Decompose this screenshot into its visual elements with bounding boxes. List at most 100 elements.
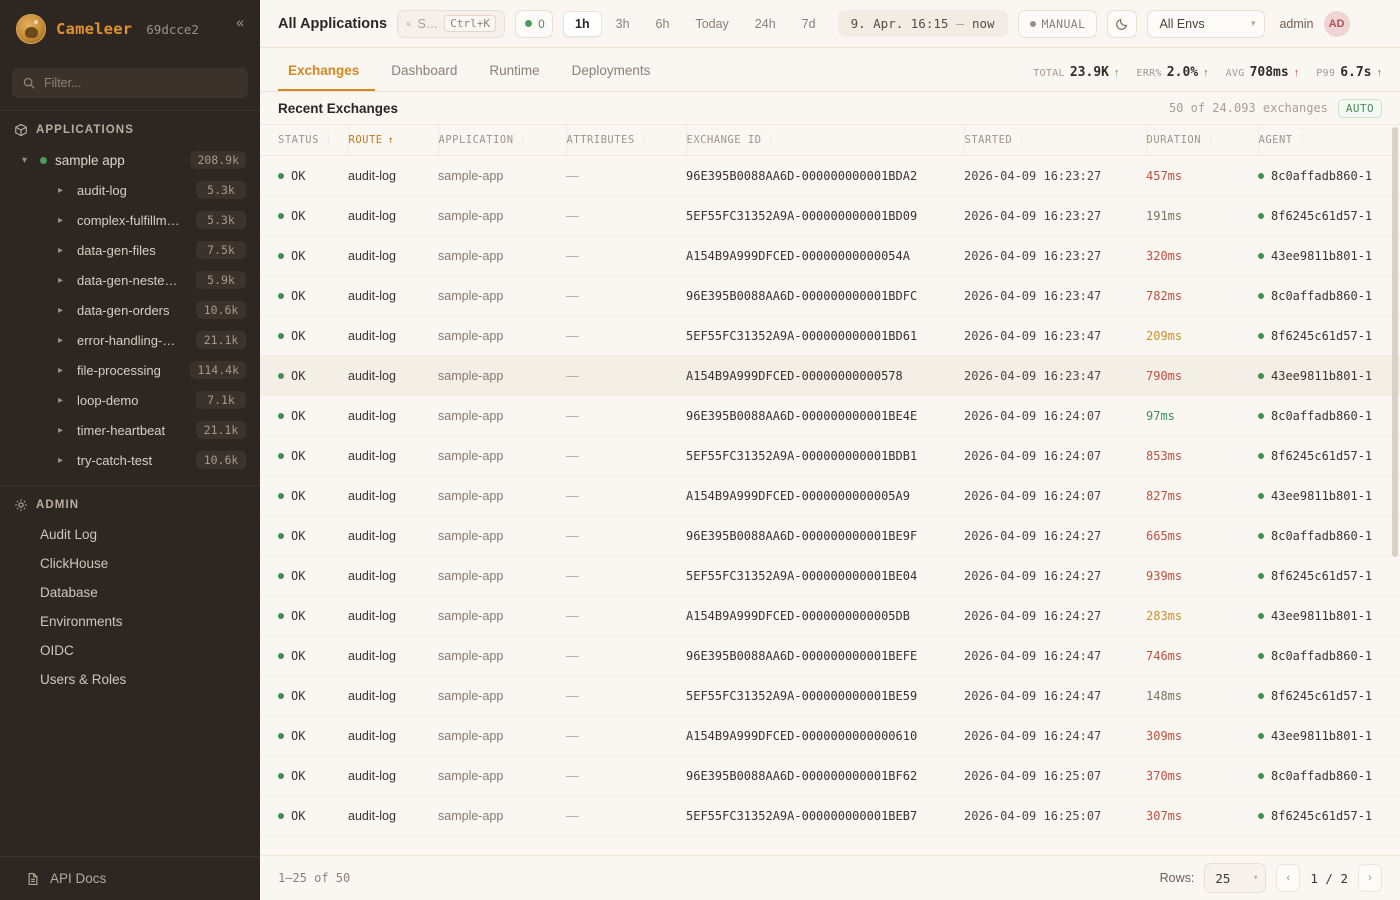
time-range-1h[interactable]: 1h <box>563 10 602 37</box>
cell-attributes: — <box>566 595 686 636</box>
sidebar-item-clickhouse[interactable]: ClickHouse <box>40 556 109 571</box>
avatar[interactable]: AD <box>1323 10 1350 37</box>
column-header-route[interactable]: ROUTE ↑ <box>348 125 439 156</box>
sidebar-app-sample-app[interactable]: ▾ sample app 208.9k <box>0 145 260 175</box>
sidebar-route-item[interactable]: ▸ data-gen-files 7.5k <box>0 235 260 265</box>
attributes-label: — <box>566 688 579 703</box>
table-row[interactable]: OK audit-log sample-app — A154B9A999DFCED-00… <box>260 355 1400 396</box>
column-header-attributes[interactable]: ATTRIBUTES ⋮ <box>566 125 687 156</box>
chevron-right-icon[interactable]: ▸ <box>58 454 64 466</box>
cell-duration: 746ms <box>1146 635 1258 676</box>
chevron-right-icon[interactable]: ▸ <box>58 334 64 346</box>
table-row[interactable]: OK audit-log sample-app — A154B9A999DFCED-00… <box>260 715 1400 756</box>
sidebar-item-users-roles[interactable]: Users & Roles <box>40 672 127 687</box>
tab-deployments[interactable]: Deployments <box>571 63 651 78</box>
chevron-right-icon[interactable]: ▸ <box>58 244 64 256</box>
sidebar-route-item[interactable]: ▸ error-handling-… 21.1k <box>0 325 260 355</box>
chevron-right-icon[interactable]: ▸ <box>58 304 64 316</box>
time-range-display[interactable]: 9. Apr. 16:15 – now <box>837 10 1008 37</box>
auto-refresh-badge[interactable]: AUTO <box>1337 98 1382 118</box>
table-row[interactable]: OK audit-log sample-app — A154B9A999DFCED-00… <box>260 235 1400 276</box>
sidebar-item-database[interactable]: Database <box>40 585 98 600</box>
column-header-application[interactable]: APPLICATION ⋮ <box>438 125 567 156</box>
table-row[interactable]: OK audit-log sample-app — 5EF55FC31352A9A-00… <box>260 195 1400 236</box>
tab-exchanges[interactable]: Exchanges <box>278 63 376 91</box>
tab-dashboard[interactable]: Dashboard <box>391 63 458 78</box>
cell-started: 2026-04-09 16:25:07 <box>964 795 1146 836</box>
table-row[interactable]: OK audit-log sample-app — A154B9A999DFCED-00… <box>260 595 1400 636</box>
sidebar-filter-input[interactable]: Filter... <box>12 68 248 98</box>
time-range-24h[interactable]: 24h <box>754 16 776 31</box>
table-scrollbar[interactable] <box>1392 125 1398 855</box>
sidebar-route-item[interactable]: ▸ loop-demo 7.1k <box>0 385 260 415</box>
sidebar-route-item[interactable]: ▸ data-gen-neste… 5.9k <box>0 265 260 295</box>
next-page-button[interactable]: › <box>1358 864 1382 892</box>
table-row[interactable]: OK audit-log sample-app — A154B9A999DFCED-00… <box>260 475 1400 516</box>
sidebar-item-audit-log[interactable]: Audit Log <box>40 527 98 542</box>
time-range-dash: – <box>956 16 964 31</box>
tab-runtime[interactable]: Runtime <box>489 63 540 78</box>
chevron-right-icon[interactable]: ▸ <box>58 214 64 226</box>
table-row[interactable]: OK audit-log sample-app — 5EF55FC31352A9A-00… <box>260 435 1400 476</box>
column-header-status[interactable]: STATUS ⋮ <box>260 125 349 156</box>
collapse-sidebar-icon[interactable]: « <box>236 14 244 30</box>
sidebar-item-oidc[interactable]: OIDC <box>40 643 74 658</box>
table-row[interactable]: OK audit-log sample-app — 96E395B0088AA6D-00… <box>260 515 1400 556</box>
sidebar-route-item[interactable]: ▸ try-catch-test 10.6k <box>0 445 260 475</box>
chevron-right-icon[interactable]: ▸ <box>58 424 64 436</box>
refresh-mode-button[interactable]: MANUAL <box>1017 9 1098 38</box>
sidebar-route-item[interactable]: ▸ timer-heartbeat 21.1k <box>0 415 260 445</box>
chevron-down-icon[interactable]: ▾ <box>22 154 28 166</box>
chevron-right-icon[interactable]: ▸ <box>58 184 64 196</box>
sidebar-item-api-docs[interactable]: API Docs <box>0 856 260 900</box>
table-row[interactable]: OK audit-log sample-app — 96E395B0088AA6D-00… <box>260 155 1400 196</box>
attributes-label: — <box>566 568 579 583</box>
sidebar-route-item[interactable]: ▸ audit-log 5.3k <box>0 175 260 205</box>
cell-started: 2026-04-09 16:25:07 <box>964 755 1146 796</box>
cell-started: 2026-04-09 16:23:27 <box>964 195 1146 236</box>
sidebar-header: Cameleer 69dcce2 « <box>0 0 260 58</box>
sidebar-route-item[interactable]: ▸ complex-fulfillm… 5.3k <box>0 205 260 235</box>
column-label: ATTRIBUTES <box>566 134 635 146</box>
table-row[interactable]: OK audit-log sample-app — 96E395B0088AA6D-00… <box>260 275 1400 316</box>
table-row[interactable]: OK audit-log sample-app — 96E395B0088AA6D-00… <box>260 395 1400 436</box>
search-shortcut-badge: Ctrl+K <box>444 15 497 32</box>
time-range-today[interactable]: Today <box>695 16 729 31</box>
rows-per-page-select[interactable]: 25 ▾ <box>1204 863 1267 893</box>
sidebar-item-environments[interactable]: Environments <box>40 614 123 629</box>
table-scrollbar-thumb[interactable] <box>1392 127 1398 557</box>
table-row[interactable]: OK audit-log sample-app — 5EF55FC31352A9A-00… <box>260 555 1400 596</box>
table-row[interactable]: OK audit-log sample-app — 96E395B0088AA6D-00… <box>260 755 1400 796</box>
connection-status-chip[interactable]: O <box>515 9 554 38</box>
column-header-exchange-id[interactable]: EXCHANGE ID ⋮ <box>686 125 965 156</box>
exchange-id-label: 5EF55FC31352A9A-000000000001BEB7 <box>686 808 918 823</box>
exchange-id-label: 96E395B0088AA6D-000000000001BEFE <box>686 648 918 663</box>
chevron-right-icon[interactable]: ▸ <box>58 364 64 376</box>
table-row[interactable]: OK audit-log sample-app — 5EF55FC31352A9A-00… <box>260 675 1400 716</box>
chevron-right-icon[interactable]: ▸ <box>58 394 64 406</box>
time-range-3h[interactable]: 3h <box>615 16 630 31</box>
route-label: audit-log <box>348 168 396 183</box>
time-range-7d[interactable]: 7d <box>801 16 816 31</box>
time-range-6h[interactable]: 6h <box>655 16 670 31</box>
table-row[interactable]: OK audit-log sample-app — 5EF55FC31352A9A-00… <box>260 315 1400 356</box>
cell-status: OK <box>260 675 348 716</box>
attributes-label: — <box>566 368 579 383</box>
sidebar-route-item[interactable]: ▸ data-gen-orders 10.6k <box>0 295 260 325</box>
sidebar-route-item[interactable]: ▸ file-processing 114.4k <box>0 355 260 385</box>
column-header-agent[interactable]: AGENT ⋮ <box>1258 125 1400 156</box>
column-header-started[interactable]: STARTED ⋮ <box>964 125 1147 156</box>
table-row[interactable]: OK audit-log sample-app — 5EF55FC31352A9A-00… <box>260 795 1400 836</box>
column-menu-icon: ⋮ <box>1206 135 1216 145</box>
chevron-right-icon[interactable]: ▸ <box>58 274 64 286</box>
route-name-label: complex-fulfillm… <box>77 212 180 228</box>
column-header-duration[interactable]: DURATION ⋮ <box>1146 125 1259 156</box>
environment-select[interactable]: All Envs ▾ <box>1147 9 1266 38</box>
previous-page-button[interactable]: ‹ <box>1276 864 1301 892</box>
kpi-key: P99 <box>1316 68 1336 79</box>
table-row[interactable]: OK audit-log sample-app — 96E395B0088AA6D-00… <box>260 635 1400 676</box>
theme-toggle-button[interactable] <box>1107 9 1138 38</box>
global-search-input[interactable]: S… Ctrl+K <box>397 9 506 38</box>
cell-started: 2026-04-09 16:24:27 <box>964 515 1146 556</box>
